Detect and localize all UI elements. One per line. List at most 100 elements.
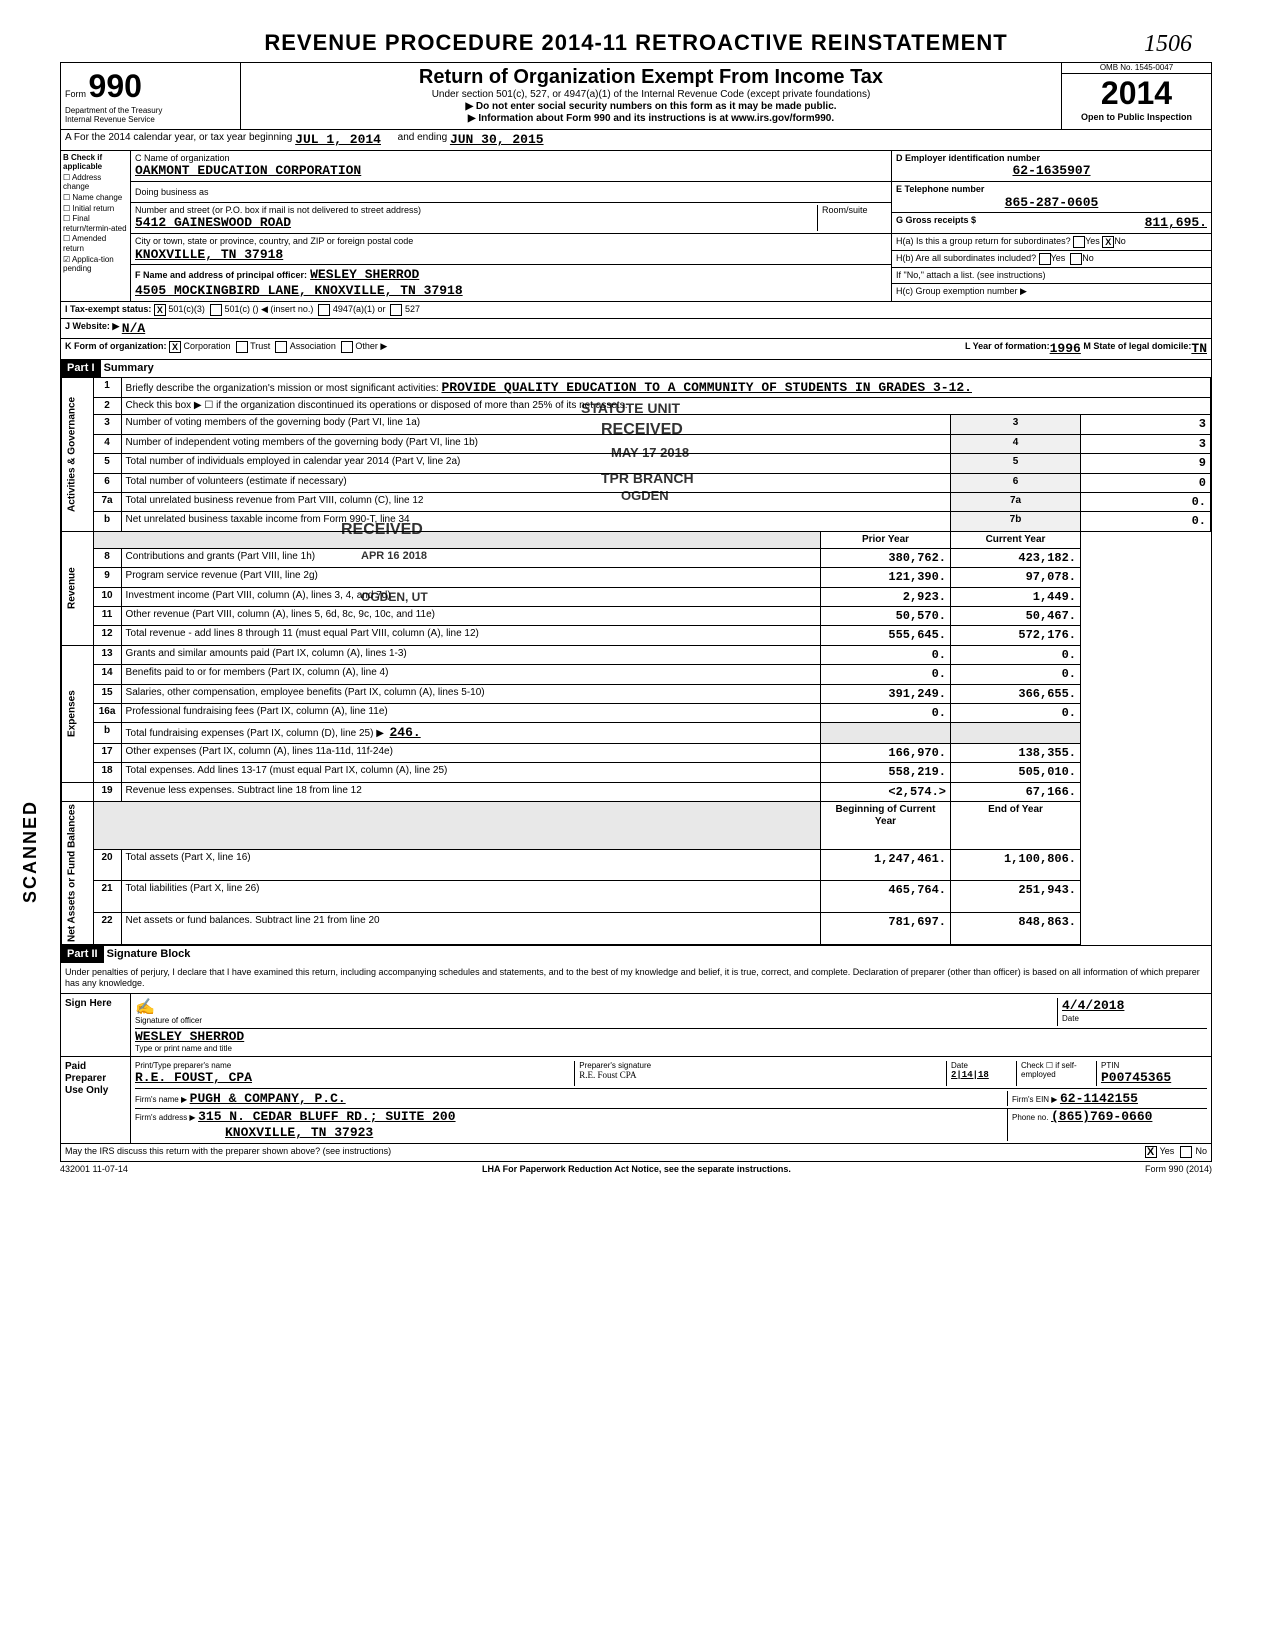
corp-checkbox[interactable]: X (169, 341, 181, 353)
line11-current: 50,467. (951, 607, 1081, 626)
handwritten-number: 1506 (1144, 30, 1192, 59)
current-year-header: Current Year (951, 531, 1081, 548)
check-address[interactable]: ☐ Address change (63, 173, 128, 192)
period-label: A For the 2014 calendar year, or tax yea… (65, 132, 292, 148)
line13-current: 0. (951, 645, 1081, 664)
and-ending: and ending (398, 132, 448, 148)
irs-label: Internal Revenue Service (65, 115, 236, 125)
line22-desc: Net assets or fund balances. Subtract li… (121, 913, 820, 945)
website-row: J Website: ▶ N/A (60, 319, 1212, 340)
line21-desc: Total liabilities (Part X, line 26) (121, 881, 820, 913)
j-label: J Website: ▶ (65, 321, 119, 337)
line13-desc: Grants and similar amounts paid (Part IX… (121, 645, 820, 664)
firm-city: KNOXVILLE, TN 37923 (135, 1125, 1007, 1141)
open-inspection: Open to Public Inspection (1062, 112, 1211, 123)
officer-signature[interactable]: ✍ (135, 998, 1057, 1016)
527-checkbox[interactable] (390, 304, 402, 316)
line20-begin: 1,247,461. (821, 849, 951, 881)
501c-checkbox[interactable] (210, 304, 222, 316)
line16b-inline: 246. (389, 725, 420, 740)
other-checkbox[interactable] (341, 341, 353, 353)
end-year-header: End of Year (951, 802, 1081, 850)
k-label: K Form of organization: (65, 341, 167, 357)
omb-number: OMB No. 1545-0047 (1062, 63, 1211, 74)
k-l-row: K Form of organization: X Corporation Tr… (60, 339, 1212, 360)
firm-phone: (865)769-0660 (1051, 1109, 1152, 1124)
part1-header: Part I (61, 360, 101, 377)
hb-no-checkbox[interactable] (1070, 253, 1082, 265)
hc-label: H(c) Group exemption number ▶ (892, 284, 1211, 299)
firm-ein: 62-1142155 (1060, 1091, 1138, 1106)
line18-desc: Total expenses. Add lines 13-17 (must eq… (121, 763, 820, 782)
line10-current: 1,449. (951, 587, 1081, 606)
part2-block: Part II Signature Block Under penalties … (60, 946, 1212, 994)
line13-prior: 0. (821, 645, 951, 664)
officer-name-typed: WESLEY SHERROD (135, 1029, 1207, 1045)
discuss-no-checkbox[interactable] (1180, 1146, 1192, 1158)
discuss-text: May the IRS discuss this return with the… (65, 1146, 1145, 1159)
tax-status-row: I Tax-exempt status: X 501(c)(3) 501(c) … (60, 302, 1212, 319)
line10-prior: 2,923. (821, 587, 951, 606)
officer-address: 4505 MOCKINGBIRD LANE, KNOXVILLE, TN 379… (135, 283, 887, 299)
line12-prior: 555,645. (821, 626, 951, 645)
street-address: 5412 GAINESWOOD ROAD (135, 215, 817, 231)
part1-block: Part I Summary STATUTE UNIT RECEIVED MAY… (60, 360, 1212, 946)
ha-no-checkbox[interactable]: X (1102, 236, 1114, 248)
trust-checkbox[interactable] (236, 341, 248, 353)
ssn-warning: ▶ Do not enter social security numbers o… (245, 101, 1057, 113)
ha-label: H(a) Is this a group return for subordin… (896, 236, 1071, 248)
assoc-checkbox[interactable] (275, 341, 287, 353)
line20-desc: Total assets (Part X, line 16) (121, 849, 820, 881)
website-value: N/A (122, 321, 145, 337)
period-row: A For the 2014 calendar year, or tax yea… (60, 130, 1212, 151)
check-application[interactable]: ☑ Applica-tion pending (63, 255, 128, 274)
g-label: G Gross receipts $ (896, 215, 976, 231)
check-name[interactable]: ☐ Name change (63, 193, 128, 203)
discuss-yes-checkbox[interactable]: X (1145, 1146, 1157, 1158)
sign-here-label: Sign Here (61, 994, 131, 1056)
i-label: I Tax-exempt status: (65, 304, 151, 316)
date-label: Date (1062, 1014, 1207, 1024)
firm-phone-label: Phone no. (1012, 1113, 1048, 1122)
ha-yes-checkbox[interactable] (1073, 236, 1085, 248)
city-state-zip: KNOXVILLE, TN 37918 (135, 247, 887, 263)
line16a-desc: Professional fundraising fees (Part IX, … (121, 703, 820, 722)
line16a-current: 0. (951, 703, 1081, 722)
perjury-text: Under penalties of perjury, I declare th… (61, 963, 1211, 993)
line18-current: 505,010. (951, 763, 1081, 782)
line21-begin: 465,764. (821, 881, 951, 913)
line11-prior: 50,570. (821, 607, 951, 626)
signature-block: Sign Here ✍ Signature of officer 4/4/201… (60, 994, 1212, 1162)
line7a-desc: Total unrelated business revenue from Pa… (121, 493, 950, 512)
dept-treasury: Department of the Treasury (65, 106, 236, 116)
form-header: Form 990 Department of the Treasury Inte… (60, 62, 1212, 130)
line7b-val: 0. (1081, 512, 1211, 531)
ptin-value: P00745365 (1101, 1070, 1203, 1086)
4947-checkbox[interactable] (318, 304, 330, 316)
firm-addr-label: Firm's address ▶ (135, 1113, 196, 1122)
line8-current: 423,182. (951, 548, 1081, 567)
check-final[interactable]: ☐ Final return/termin-ated (63, 214, 128, 233)
dba-label: Doing business as (135, 187, 209, 197)
gross-receipts: 811,695. (976, 215, 1207, 231)
line14-current: 0. (951, 665, 1081, 684)
mission-text: PROVIDE QUALITY EDUCATION TO A COMMUNITY… (441, 380, 972, 395)
check-amended[interactable]: ☐ Amended return (63, 234, 128, 253)
check-initial[interactable]: ☐ Initial return (63, 204, 128, 214)
preparer-signature[interactable]: R.E. Foust CPA (579, 1070, 942, 1081)
line5-desc: Total number of individuals employed in … (121, 454, 950, 473)
form-number: 990 (89, 68, 142, 104)
self-employed-check[interactable]: Check ☐ if self-employed (1017, 1061, 1097, 1086)
room-suite-label: Room/suite (817, 205, 887, 231)
line17-current: 138,355. (951, 743, 1081, 762)
line2-text: Check this box ▶ ☐ if the organization d… (121, 398, 1210, 415)
hb-note: If "No," attach a list. (see instruction… (892, 268, 1211, 284)
footer-lha: LHA For Paperwork Reduction Act Notice, … (482, 1164, 791, 1175)
period-end: JUN 30, 2015 (450, 132, 544, 148)
line11-desc: Other revenue (Part VIII, column (A), li… (121, 607, 820, 626)
f-label: F Name and address of principal officer: (135, 270, 307, 280)
name-title-label: Type or print name and title (135, 1044, 1207, 1054)
501c3-checkbox[interactable]: X (154, 304, 166, 316)
hb-yes-checkbox[interactable] (1039, 253, 1051, 265)
line14-desc: Benefits paid to or for members (Part IX… (121, 665, 820, 684)
